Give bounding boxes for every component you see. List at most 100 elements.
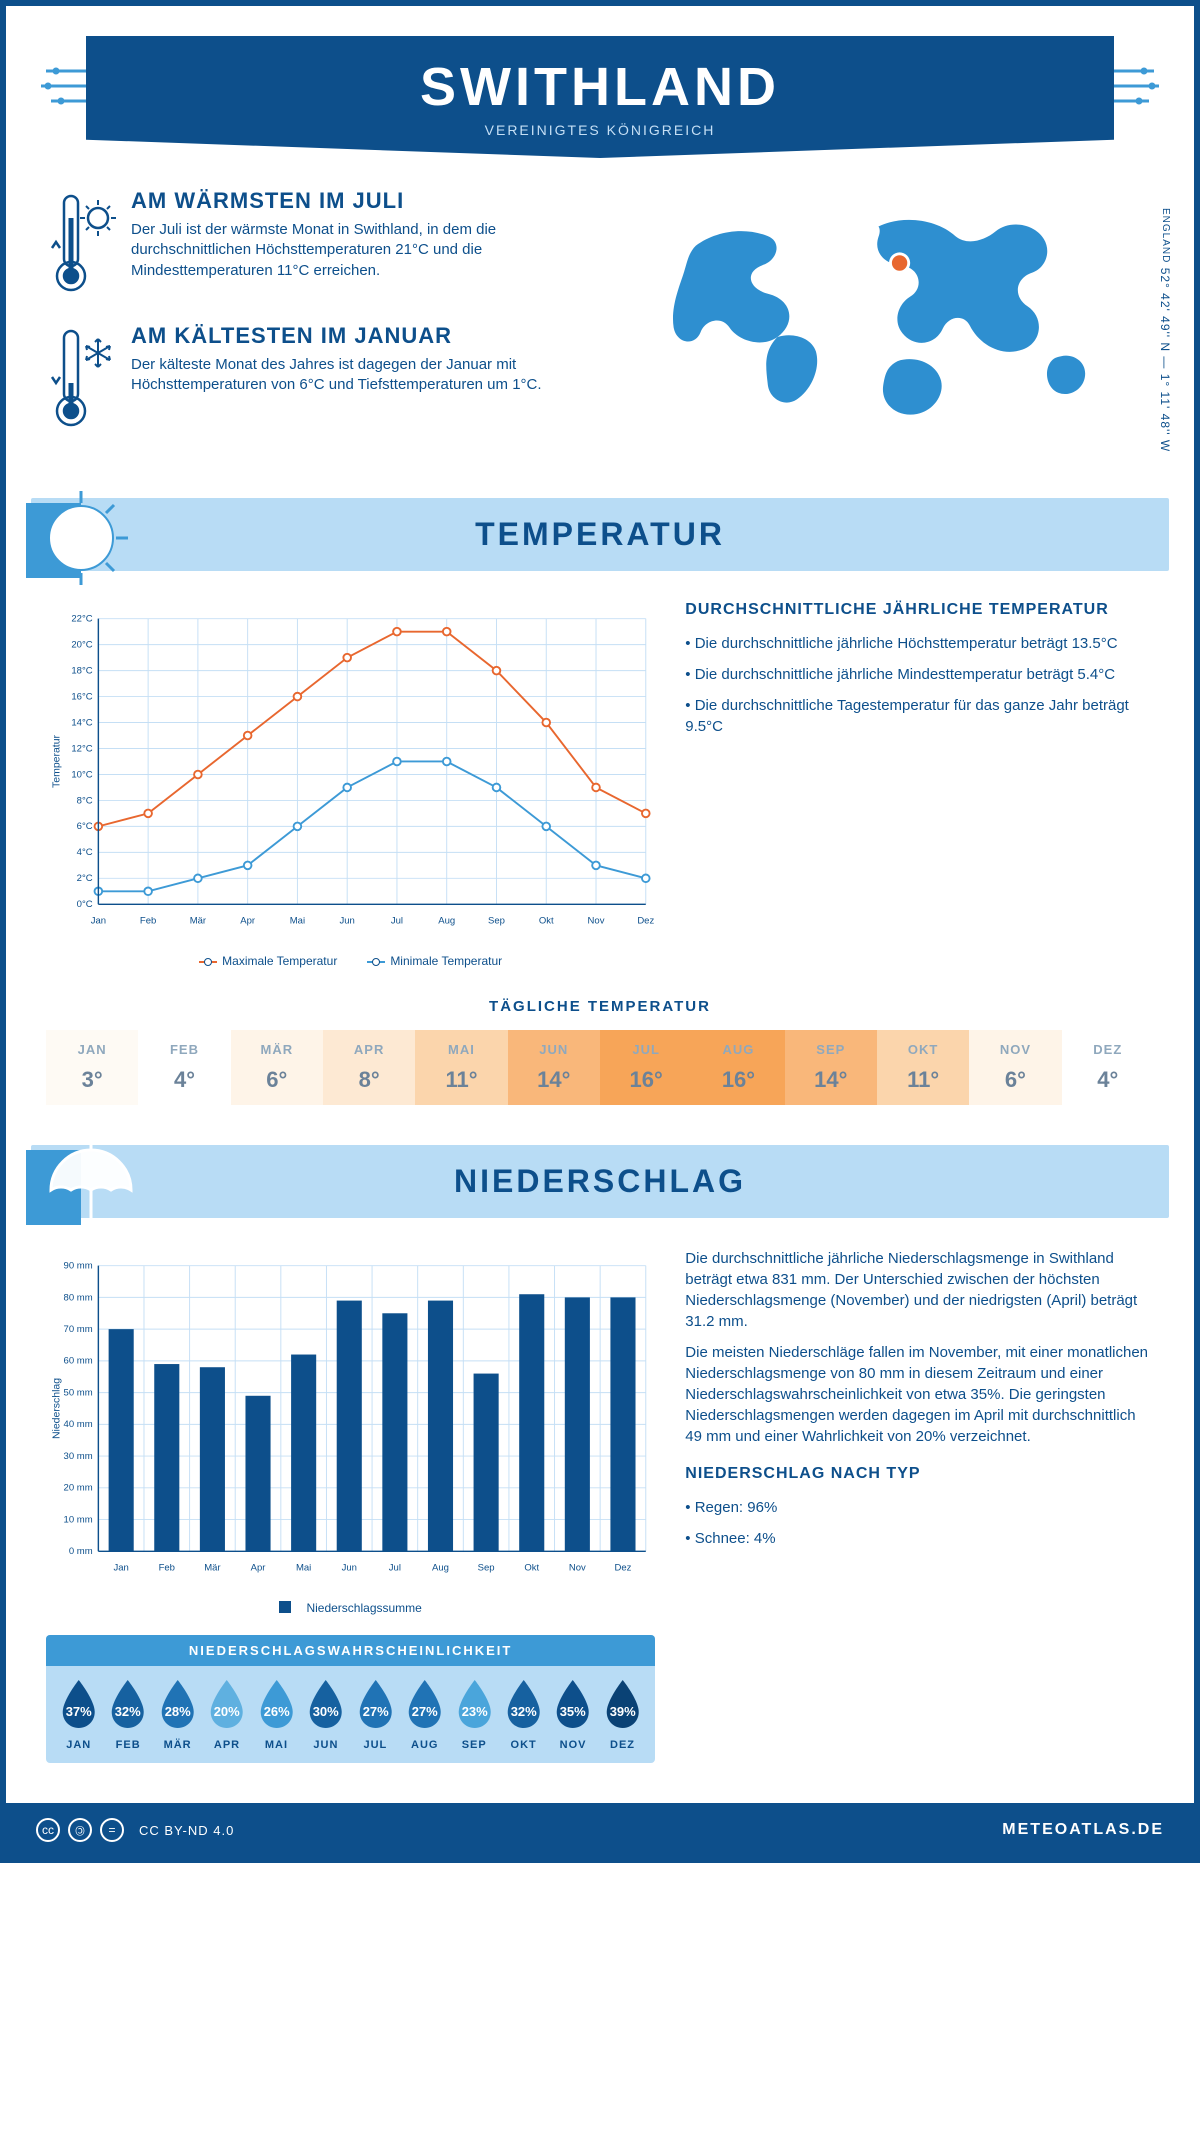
precipitation-bar-chart: 0 mm10 mm20 mm30 mm40 mm50 mm60 mm70 mm8…: [46, 1248, 655, 1588]
daily-temp-cell: MAI11°: [415, 1030, 507, 1105]
daily-temp-cell: AUG16°: [692, 1030, 784, 1105]
svg-text:60 mm: 60 mm: [64, 1356, 93, 1367]
brand-name: METEOATLAS.DE: [1002, 1821, 1164, 1839]
svg-text:90 mm: 90 mm: [64, 1261, 93, 1272]
svg-text:70 mm: 70 mm: [64, 1324, 93, 1335]
prob-drop: 23%SEP: [452, 1678, 497, 1751]
thermometer-cold-icon: [46, 323, 116, 433]
prob-title: NIEDERSCHLAGSWAHRSCHEINLICHKEIT: [46, 1635, 655, 1666]
cc-icons: cc 🄯 =: [36, 1818, 124, 1842]
precipitation-probability-box: NIEDERSCHLAGSWAHRSCHEINLICHKEIT 37%JAN 32…: [46, 1635, 655, 1763]
svg-text:Jan: Jan: [91, 915, 106, 926]
precip-type-list: Regen: 96%Schnee: 4%: [685, 1497, 1154, 1549]
temp-summary-item: Die durchschnittliche Tagestemperatur fü…: [685, 695, 1154, 737]
precipitation-banner: NIEDERSCHLAG: [31, 1145, 1169, 1218]
svg-text:Dez: Dez: [637, 915, 654, 926]
svg-text:2°C: 2°C: [77, 873, 93, 884]
precipitation-title: NIEDERSCHLAG: [31, 1163, 1169, 1200]
prob-drop: 27%JUL: [353, 1678, 398, 1751]
precip-type-item: Regen: 96%: [685, 1497, 1154, 1518]
precip-text-2: Die meisten Niederschläge fallen im Nove…: [685, 1342, 1154, 1447]
svg-text:Jun: Jun: [342, 1562, 357, 1573]
prob-drop: 26%MAI: [254, 1678, 299, 1751]
daily-temp-cell: JAN3°: [46, 1030, 138, 1105]
svg-text:30%: 30%: [313, 1704, 339, 1719]
svg-text:14°C: 14°C: [71, 717, 92, 728]
daily-temp-cell: FEB4°: [138, 1030, 230, 1105]
daily-temp-cell: OKT11°: [877, 1030, 969, 1105]
svg-text:35%: 35%: [560, 1704, 586, 1719]
svg-text:Jan: Jan: [113, 1562, 128, 1573]
svg-text:Nov: Nov: [569, 1562, 586, 1573]
svg-text:10 mm: 10 mm: [64, 1514, 93, 1525]
svg-text:Niederschlag: Niederschlag: [51, 1378, 62, 1439]
svg-text:26%: 26%: [263, 1704, 289, 1719]
attribution-icon: 🄯: [68, 1818, 92, 1842]
daily-temp-cell: JUN14°: [508, 1030, 600, 1105]
svg-text:12°C: 12°C: [71, 743, 92, 754]
license-text: CC BY-ND 4.0: [139, 1823, 234, 1838]
daily-temp-title: TÄGLICHE TEMPERATUR: [46, 998, 1154, 1015]
svg-text:Feb: Feb: [140, 915, 156, 926]
svg-text:Aug: Aug: [438, 915, 455, 926]
warmest-text: Der Juli ist der wärmste Monat in Swithl…: [131, 220, 611, 281]
svg-text:23%: 23%: [461, 1704, 487, 1719]
prob-drop: 27%AUG: [402, 1678, 447, 1751]
svg-text:20%: 20%: [214, 1704, 240, 1719]
country-subtitle: VEREINIGTES KÖNIGREICH: [106, 122, 1094, 138]
temp-summary-list: Die durchschnittliche jährliche Höchstte…: [685, 633, 1154, 737]
svg-text:16°C: 16°C: [71, 691, 92, 702]
daily-temp-grid: JAN3°FEB4°MÄR6°APR8°MAI11°JUN14°JUL16°AU…: [46, 1030, 1154, 1105]
svg-text:0°C: 0°C: [77, 899, 93, 910]
temperature-title: TEMPERATUR: [31, 516, 1169, 553]
prob-drop: 35%NOV: [550, 1678, 595, 1751]
svg-text:20 mm: 20 mm: [64, 1483, 93, 1494]
cc-icon: cc: [36, 1818, 60, 1842]
precip-text-1: Die durchschnittliche jährliche Niedersc…: [685, 1248, 1154, 1332]
svg-text:Okt: Okt: [524, 1562, 539, 1573]
location-title: SWITHLAND: [106, 56, 1094, 118]
svg-text:8°C: 8°C: [77, 795, 93, 806]
world-map-icon: [641, 188, 1154, 438]
page-footer: cc 🄯 = CC BY-ND 4.0 METEOATLAS.DE: [6, 1803, 1194, 1857]
svg-text:30 mm: 30 mm: [64, 1451, 93, 1462]
svg-text:80 mm: 80 mm: [64, 1292, 93, 1303]
coldest-text: Der kälteste Monat des Jahres ist dagege…: [131, 355, 611, 396]
coordinates: ENGLAND 52° 42' 49'' N — 1° 11' 48'' W: [1158, 208, 1172, 452]
svg-text:10°C: 10°C: [71, 769, 92, 780]
temp-chart-legend: Maximale Temperatur Minimale Temperatur: [46, 954, 655, 968]
page-header: SWITHLAND VEREINIGTES KÖNIGREICH: [86, 36, 1114, 158]
temp-summary-item: Die durchschnittliche jährliche Höchstte…: [685, 633, 1154, 654]
svg-text:Apr: Apr: [251, 1562, 267, 1573]
prob-drop: 30%JUN: [303, 1678, 348, 1751]
svg-text:Sep: Sep: [488, 915, 505, 926]
thermometer-hot-icon: [46, 188, 116, 298]
svg-text:32%: 32%: [115, 1704, 141, 1719]
svg-text:50 mm: 50 mm: [64, 1387, 93, 1398]
svg-text:Nov: Nov: [588, 915, 605, 926]
svg-text:Jul: Jul: [389, 1562, 401, 1573]
svg-text:Aug: Aug: [432, 1562, 449, 1573]
svg-text:Jun: Jun: [340, 915, 355, 926]
coldest-title: AM KÄLTESTEN IM JANUAR: [131, 323, 611, 349]
precip-chart-legend: Niederschlagssumme: [46, 1601, 655, 1615]
svg-text:4°C: 4°C: [77, 847, 93, 858]
svg-text:Apr: Apr: [240, 915, 256, 926]
svg-text:Mai: Mai: [290, 915, 305, 926]
svg-text:Okt: Okt: [539, 915, 554, 926]
coldest-fact: AM KÄLTESTEN IM JANUAR Der kälteste Mona…: [46, 323, 611, 433]
prob-drop: 20%APR: [204, 1678, 249, 1751]
daily-temp-cell: APR8°: [323, 1030, 415, 1105]
svg-text:39%: 39%: [610, 1704, 636, 1719]
svg-text:Mär: Mär: [190, 915, 207, 926]
temperature-line-chart: 0°C2°C4°C6°C8°C10°C12°C14°C16°C18°C20°C2…: [46, 601, 655, 941]
precip-type-title: NIEDERSCHLAG NACH TYP: [685, 1465, 1154, 1483]
svg-text:27%: 27%: [412, 1704, 438, 1719]
prob-drop: 32%OKT: [501, 1678, 546, 1751]
prob-drop: 37%JAN: [56, 1678, 101, 1751]
daily-temp-cell: DEZ4°: [1062, 1030, 1154, 1105]
svg-text:Temperatur: Temperatur: [51, 734, 62, 787]
svg-text:Feb: Feb: [159, 1562, 175, 1573]
prob-drop: 28%MÄR: [155, 1678, 200, 1751]
svg-text:20°C: 20°C: [71, 639, 92, 650]
